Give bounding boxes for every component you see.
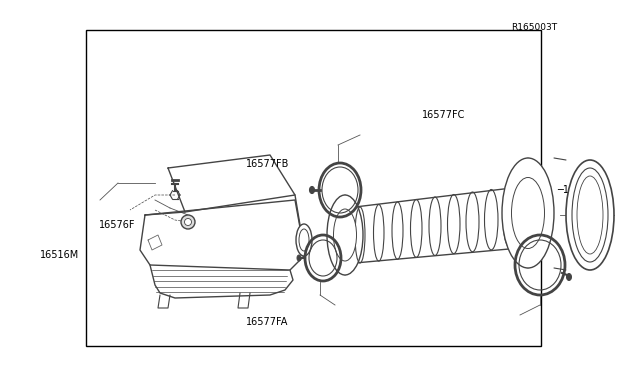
Ellipse shape [310,186,314,193]
Text: 16576F: 16576F [99,220,136,230]
Text: 16577FA: 16577FA [246,317,289,327]
Bar [86,30,541,346]
Ellipse shape [299,229,309,251]
Ellipse shape [184,218,191,225]
Text: 16577FC: 16577FC [422,110,466,120]
Ellipse shape [297,255,301,261]
Ellipse shape [502,158,554,268]
Text: 16516M: 16516M [40,250,79,260]
Ellipse shape [296,224,312,256]
Ellipse shape [572,168,608,262]
Ellipse shape [577,176,603,254]
Ellipse shape [566,273,572,280]
Text: ─16576P: ─16576P [557,185,600,195]
Ellipse shape [333,209,356,261]
Ellipse shape [327,195,363,275]
Ellipse shape [511,177,545,248]
Ellipse shape [566,160,614,270]
Text: R165003T: R165003T [511,23,557,32]
Text: 16577FB: 16577FB [246,159,290,169]
Ellipse shape [181,215,195,229]
